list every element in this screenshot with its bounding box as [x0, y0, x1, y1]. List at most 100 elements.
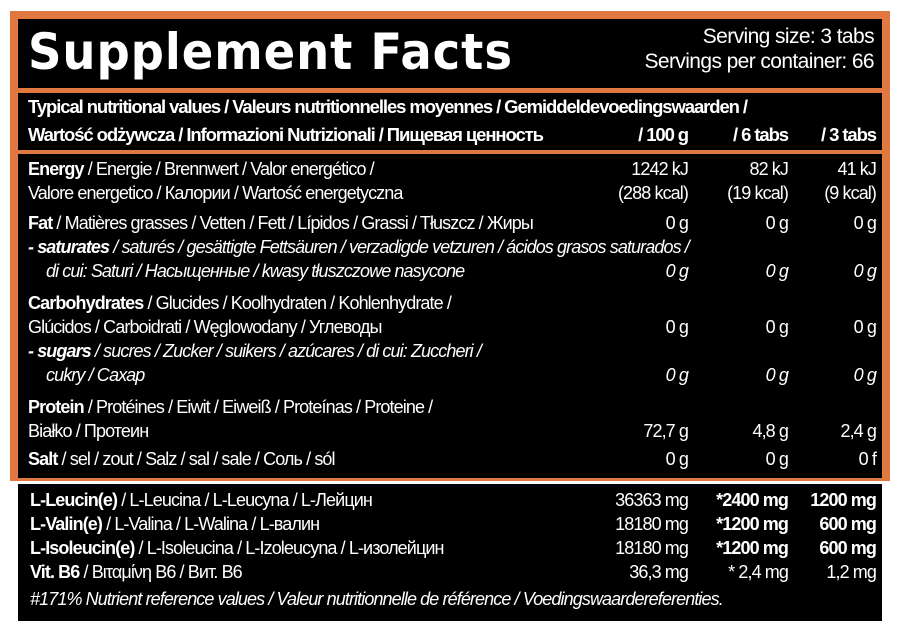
header-line-1: Typical nutritional values / Valeurs nut… [18, 93, 882, 121]
amino-row: L-Isoleucin(e) / L-Isoleucina / L-Izoleu… [20, 536, 882, 560]
salt-label: Salt [28, 449, 58, 469]
amino-label: L-Leucin(e) [30, 490, 118, 510]
amino-translations: / L-Isoleucina / L-Izoleucyna / L-изолей… [134, 538, 445, 558]
value-3tabs: 1,2 mg [826, 562, 877, 582]
row-label: Fat / Matières grasses / Vetten / Fett /… [28, 211, 548, 235]
carbohydrates-label: Carbohydrates [28, 293, 144, 313]
value-6tabs: *1200 mg [716, 514, 789, 534]
value-3tabs: (9 kcal) [824, 183, 877, 203]
row-label: Carbohydrates / Glucides / Koolhydraten … [28, 291, 882, 315]
energy-translations: / Energie / Brennwert / Valor energético… [83, 159, 375, 179]
row-label: L-Leucin(e) / L-Leucina / L-Leucyna / L-… [30, 488, 548, 512]
value-3tabs: 2,4 g [840, 421, 876, 441]
row-label: Protein / Protéines / Eiwit / Eiweiß / P… [28, 395, 882, 419]
row-label: - sugars / sucres / Zucker / suikers / a… [28, 339, 882, 363]
value-3tabs: 0 f [858, 449, 877, 469]
value-100g: 0 g [665, 317, 689, 337]
amino-translations: / L-Leucina / L-Leucyna / L-Лейцин [117, 490, 373, 510]
value-3tabs: 41 kJ [837, 159, 876, 179]
energy-row: Energy / Energie / Brennwert / Valor ene… [18, 157, 882, 181]
value-6tabs: 0 g [765, 317, 789, 337]
fat-translations: / Matières grasses / Vetten / Fett / Líp… [52, 213, 533, 233]
protein-translations-2: Białko / Протеин [28, 421, 149, 441]
value-6tabs: 0 g [765, 449, 789, 469]
vitamin-row: Vit. B6 / Βιταμίνη B6 / Вит. B6 36,3 mg … [20, 560, 882, 584]
value-6tabs: 0 g [765, 365, 789, 385]
sugars-row: - sugars / sucres / Zucker / suikers / a… [18, 339, 882, 363]
value-100g: 18180 mg [615, 514, 689, 534]
value-6tabs: 4,8 g [752, 421, 788, 441]
carbohydrates-translations: / Glucides / Koolhydraten / Kohlenhydrat… [143, 293, 451, 313]
sugars-row-2: cukry / Сахар 0 g 0 g 0 g [18, 363, 882, 387]
energy-label: Energy [28, 159, 85, 179]
amino-panel: L-Leucin(e) / L-Leucina / L-Leucyna / L-… [18, 484, 882, 621]
fat-row: Fat / Matières grasses / Vetten / Fett /… [18, 211, 882, 235]
value-3tabs: 1200 mg [810, 490, 877, 510]
amino-label: L-Isoleucin(e) [30, 538, 135, 558]
value-6tabs: 0 g [765, 213, 789, 233]
title-panel: Supplement Facts Serving size: 3 tabs Se… [18, 19, 882, 88]
value-6tabs: (19 kcal) [727, 183, 789, 203]
value-100g: 0 g [665, 213, 689, 233]
vitamin-label: Vit. B6 [30, 562, 80, 582]
serving-size: Serving size: 3 tabs [702, 25, 875, 48]
nutrition-panel: Energy / Energie / Brennwert / Valor ene… [18, 154, 882, 478]
carbohydrates-row-2: Glúcidos / Carboidrati / Węglowodany / У… [18, 315, 882, 339]
protein-translations: / Protéines / Eiwit / Eiweiß / Proteínas… [83, 397, 433, 417]
salt-row: Salt / sel / zout / Salz / sal / sale / … [18, 447, 882, 471]
protein-label: Protein [28, 397, 85, 417]
row-label: L-Isoleucin(e) / L-Isoleucina / L-Izoleu… [30, 536, 548, 560]
sugars-translations: / sucres / Zucker / suikers / azúcares /… [90, 341, 482, 361]
value-100g: 0 g [665, 449, 689, 469]
saturates-row-2: di cui: Saturi / Насыщенные / kwasy tłus… [18, 259, 882, 283]
value-3tabs: 0 g [853, 317, 877, 337]
amino-row: L-Valin(e) / L-Valina / L-Walina / L-вал… [20, 512, 882, 536]
saturates-label: - saturates [28, 237, 110, 257]
value-3tabs: 600 mg [819, 514, 877, 534]
label-title: Supplement Facts [28, 23, 513, 81]
value-3tabs: 0 g [853, 213, 877, 233]
value-100g: 72,7 g [643, 421, 689, 441]
energy-row-2: Valore energetico / Калории / Wartość en… [18, 181, 882, 205]
value-6tabs: * 2,4 mg [728, 562, 789, 582]
value-3tabs: 600 mg [819, 538, 877, 558]
row-label: Vit. B6 / Βιταμίνη B6 / Вит. B6 [30, 560, 548, 584]
value-100g: 36,3 mg [629, 562, 689, 582]
col-header-3tabs: / 3 tabs [821, 124, 877, 145]
value-6tabs: 0 g [765, 261, 789, 281]
row-label: Salt / sel / zout / Salz / sal / sale / … [28, 447, 548, 471]
sugars-translations-2: cukry / Сахар [46, 365, 145, 385]
protein-row: Protein / Protéines / Eiwit / Eiweiß / P… [18, 395, 882, 419]
header-line-2: Wartość odżywcza / Informazioni Nutrizio… [18, 121, 882, 149]
carbohydrates-translations-2: Glúcidos / Carboidrati / Węglowodany / У… [28, 317, 382, 337]
amino-row: L-Leucin(e) / L-Leucina / L-Leucyna / L-… [20, 488, 882, 512]
saturates-row: - saturates / saturés / gesättigte Fetts… [18, 235, 882, 259]
row-label: L-Valin(e) / L-Valina / L-Walina / L-вал… [30, 512, 548, 536]
value-100g: 0 g [665, 365, 689, 385]
value-6tabs: *1200 mg [716, 538, 789, 558]
salt-translations: / sel / zout / Salz / sal / sale / Соль … [57, 449, 336, 469]
value-100g: (288 kcal) [617, 183, 689, 203]
protein-row-2: Białko / Протеин 72,7 g 4,8 g 2,4 g [18, 419, 882, 443]
value-3tabs: 0 g [853, 261, 877, 281]
column-header-panel: Typical nutritional values / Valeurs nut… [18, 93, 882, 150]
footnote-row: #171% Nutrient reference values / Valeur… [20, 587, 882, 611]
col-header-6tabs: / 6 tabs [733, 124, 789, 145]
row-label: - saturates / saturés / gesättigte Fetts… [28, 235, 882, 259]
value-100g: 18180 mg [615, 538, 689, 558]
value-6tabs: 82 kJ [749, 159, 788, 179]
value-6tabs: *2400 mg [716, 490, 789, 510]
row-label: Energy / Energie / Brennwert / Valor ene… [28, 157, 548, 181]
carbohydrates-row: Carbohydrates / Glucides / Koolhydraten … [18, 291, 882, 315]
sugars-label: - sugars [28, 341, 92, 361]
serving-info: Serving size: 3 tabs Servings per contai… [644, 24, 874, 74]
amino-translations: / L-Valina / L-Walina / L-валин [102, 514, 320, 534]
header-text: Typical nutritional values / Valeurs nut… [28, 96, 748, 117]
vitamin-translations: / Βιταμίνη B6 / Вит. B6 [79, 562, 242, 582]
footnote: #171% Nutrient reference values / Valeur… [30, 589, 724, 609]
energy-translations-2: Valore energetico / Калории / Wartość en… [28, 183, 403, 203]
value-3tabs: 0 g [853, 365, 877, 385]
col-header-100g: / 100 g [638, 124, 689, 145]
saturates-translations-2: di cui: Saturi / Насыщенные / kwasy tłus… [46, 261, 465, 281]
header-text: Wartość odżywcza / Informazioni Nutrizio… [28, 124, 544, 145]
